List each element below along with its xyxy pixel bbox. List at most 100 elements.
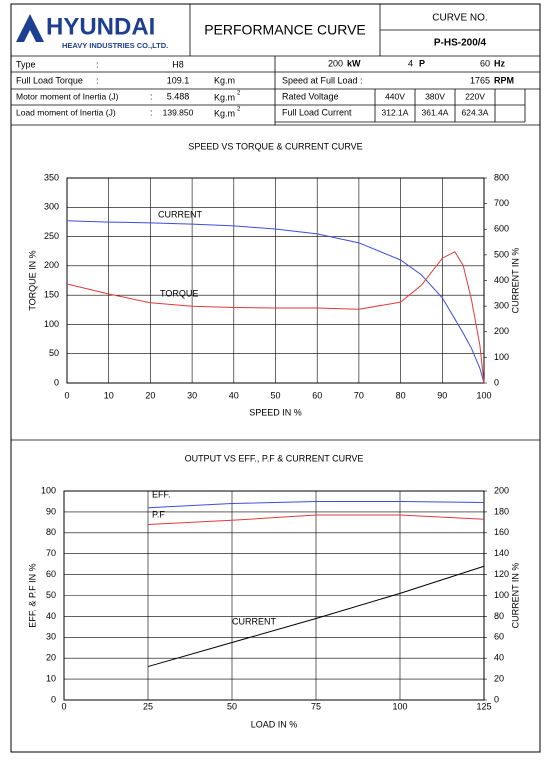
y-tick-label: 90 [46, 506, 56, 516]
spec-sep: : [96, 59, 99, 69]
y2-tick-label: 400 [494, 275, 509, 285]
x-tick-label: 125 [476, 701, 491, 711]
spec-unit-power: 2 [237, 91, 241, 97]
y-axis-label: TORQUE IN % [27, 250, 37, 310]
y-tick-label: 200 [44, 260, 59, 270]
current-value: 624.3A [462, 107, 489, 117]
y-tick-label: 100 [41, 485, 56, 495]
y-tick-label: 0 [54, 377, 59, 387]
curve-no: P-HS-200/4 [434, 38, 487, 49]
x-tick-label: 75 [311, 701, 321, 711]
x-tick-label: 20 [145, 390, 155, 400]
chart-title: OUTPUT VS EFF., P.F & CURRENT CURVE [185, 453, 364, 463]
y-tick-label: 300 [44, 202, 59, 212]
y2-tick-label: 200 [494, 326, 509, 336]
x-tick-label: 40 [229, 390, 239, 400]
series-label: CURRENT [158, 209, 203, 219]
doc-title: PERFORMANCE CURVE [204, 22, 366, 38]
y2-tick-label: 300 [494, 301, 509, 311]
y-tick-label: 50 [46, 590, 56, 600]
y2-tick-label: 40 [494, 653, 504, 663]
spec-sep: : [150, 107, 153, 117]
spec-sep: : [150, 91, 153, 101]
logo: HYUNDAI [46, 13, 155, 40]
logo-sub: HEAVY INDUSTRIES CO.,LTD. [62, 41, 168, 50]
spec-unit: Kg.m [214, 108, 235, 118]
series-label: P.F [152, 509, 165, 519]
y2-tick-label: 160 [494, 527, 509, 537]
y-tick-label: 150 [44, 290, 59, 300]
spec-unit: Kg.m [214, 75, 235, 85]
y-tick-label: 50 [49, 348, 59, 358]
y2-tick-label: 200 [494, 485, 509, 495]
spec-label: Full Load Torque [16, 75, 83, 85]
y-tick-label: 30 [46, 632, 56, 642]
spec-label: Load moment of Inertia (J) [16, 107, 116, 117]
y-tick-label: 70 [46, 548, 56, 558]
series-label: EFF. [152, 489, 171, 499]
spec-label: Motor moment of Inertia (J) [16, 91, 119, 101]
x-tick-label: 10 [104, 390, 114, 400]
series-line [66, 220, 485, 384]
poles: 4 [408, 58, 413, 68]
x-tick-label: 30 [187, 390, 197, 400]
y2-tick-label: 80 [494, 611, 504, 621]
plot-frame [63, 490, 485, 701]
y2-tick-label: 800 [494, 172, 509, 182]
y2-tick-label: 140 [494, 548, 509, 558]
y-tick-label: 60 [46, 569, 56, 579]
y2-tick-label: 20 [494, 673, 504, 683]
y-tick-label: 0 [51, 694, 56, 704]
x-tick-label: 100 [476, 390, 491, 400]
y2-tick-label: 180 [494, 506, 509, 516]
power-unit: kW [347, 58, 361, 68]
x-axis-label: LOAD IN % [251, 719, 298, 729]
x-tick-label: 25 [143, 701, 153, 711]
voltage-value: 440V [385, 91, 405, 101]
series-line [147, 514, 485, 525]
x-tick-label: 80 [396, 390, 406, 400]
y2-tick-label: 100 [494, 590, 509, 600]
voltage-value: 220V [465, 91, 485, 101]
speed-label: Speed at Full Load : [282, 75, 363, 85]
chart-title: SPEED VS TORQUE & CURRENT CURVE [188, 141, 362, 151]
spec-value: 109.1 [167, 75, 190, 85]
frequency-unit: Hz [494, 58, 505, 68]
y2-axis-label: CURRENT IN % [510, 563, 520, 629]
curve-no-label: CURVE NO. [432, 13, 487, 24]
x-tick-label: 60 [312, 390, 322, 400]
power: 200 [328, 58, 343, 68]
y2-tick-label: 600 [494, 224, 509, 234]
series-line [66, 251, 485, 384]
y2-tick-label: 500 [494, 249, 509, 259]
logo-mark [16, 14, 44, 42]
spec-value: 139.850 [163, 107, 194, 117]
poles-unit: P [419, 58, 425, 68]
spec-unit-power: 2 [237, 107, 241, 113]
y2-tick-label: 60 [494, 632, 504, 642]
x-tick-label: 50 [227, 701, 237, 711]
x-tick-label: 100 [392, 701, 407, 711]
y2-tick-label: 0 [494, 377, 499, 387]
x-tick-label: 70 [354, 390, 364, 400]
voltage-label: Rated Voltage [282, 91, 339, 101]
plot-frame [66, 177, 485, 384]
y-axis-label: EFF. & P.F IN % [27, 563, 37, 627]
x-tick-label: 0 [61, 701, 66, 711]
y2-tick-label: 0 [494, 694, 499, 704]
series-label: CURRENT [232, 616, 277, 626]
series-line [147, 500, 485, 509]
series-line [147, 565, 485, 668]
y-tick-label: 10 [46, 673, 56, 683]
y-tick-label: 350 [44, 172, 59, 182]
spec-label: Type [16, 59, 36, 69]
current-value: 312.1A [382, 107, 409, 117]
y-tick-label: 80 [46, 527, 56, 537]
spec-value: H8 [172, 59, 184, 69]
current-value: 361.4A [422, 107, 449, 117]
spec-value: 5.488 [167, 91, 190, 101]
y2-tick-label: 100 [494, 352, 509, 362]
x-tick-label: 0 [64, 390, 69, 400]
y2-tick-label: 700 [494, 198, 509, 208]
